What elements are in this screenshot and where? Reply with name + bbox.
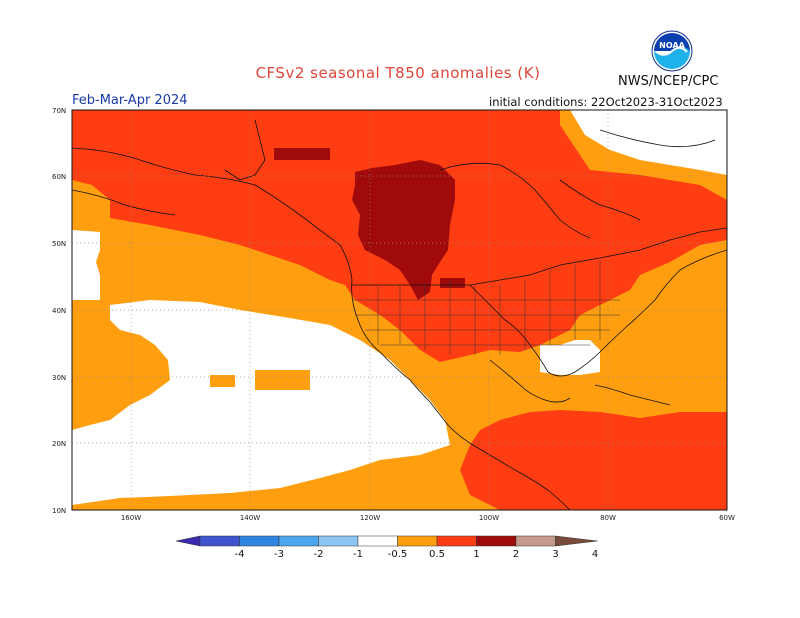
colorbar-label: 4	[592, 549, 598, 560]
colorbar: -4 -3 -2 -1 -0.5 0.5 1 2 3 4	[175, 535, 598, 560]
noaa-logo: NOAA	[651, 30, 693, 72]
colorbar-swatch	[199, 535, 240, 547]
colorbar-label: 1	[473, 549, 479, 560]
lat-label: 20N	[52, 440, 66, 448]
map-frame	[71, 109, 728, 511]
state-borders	[352, 260, 620, 355]
colorbar-label: -2	[314, 549, 324, 560]
colorbar-label: 3	[552, 549, 558, 560]
colorbar-label: -0.5	[388, 549, 408, 560]
anomaly-region-1to2-south	[460, 410, 727, 510]
lon-label: 80W	[600, 514, 616, 522]
colorbar-swatch	[318, 535, 359, 547]
lat-label: 60N	[52, 173, 66, 181]
colorbar-label: -1	[353, 549, 363, 560]
agency-label: NWS/NCEP/CPC	[618, 74, 719, 89]
lat-label: 30N	[52, 374, 66, 382]
graticule	[72, 110, 727, 510]
anomaly-region-2to3	[352, 160, 455, 300]
colorbar-label: 0.5	[429, 549, 445, 560]
lat-label: 40N	[52, 307, 66, 315]
neutral-region-pacific	[72, 300, 450, 505]
colorbar-label: -4	[235, 549, 245, 560]
lon-label: 100W	[479, 514, 499, 522]
coastlines	[72, 119, 727, 510]
lon-label: 120W	[360, 514, 380, 522]
lat-label: 70N	[52, 107, 66, 115]
colorbar-label: 2	[513, 549, 519, 560]
lat-label: 50N	[52, 240, 66, 248]
season-label: Feb-Mar-Apr 2024	[72, 93, 188, 108]
anomaly-field	[72, 110, 727, 510]
colorbar-swatch	[515, 535, 556, 547]
colorbar-label: -3	[274, 549, 284, 560]
colorbar-swatch	[397, 535, 438, 547]
colorbar-swatch	[357, 535, 398, 547]
colorbar-swatch	[278, 535, 319, 547]
colorbar-swatch	[239, 535, 280, 547]
colorbar-arrow-low	[175, 535, 201, 547]
svg-text:NOAA: NOAA	[659, 41, 685, 50]
colorbar-arrow-high	[555, 535, 598, 547]
lat-label: 10N	[52, 507, 66, 515]
colorbar-swatch	[476, 535, 517, 547]
lon-label: 60W	[719, 514, 735, 522]
initial-conditions-label: initial conditions: 22Oct2023-31Oct2023	[489, 95, 723, 109]
colorbar-swatch	[436, 535, 477, 547]
map-title: CFSv2 seasonal T850 anomalies (K)	[255, 64, 541, 82]
lon-label: 140W	[240, 514, 260, 522]
neutral-region-southeast	[540, 340, 600, 375]
lon-label: 160W	[121, 514, 141, 522]
